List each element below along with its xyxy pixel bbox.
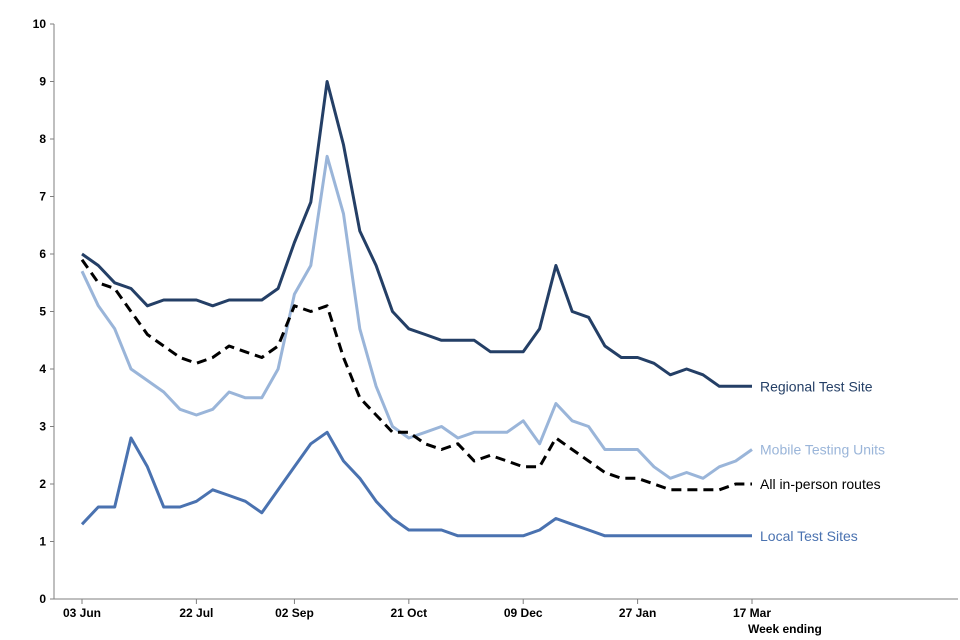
series-label-all-in-person-routes: All in-person routes: [760, 476, 881, 492]
y-tick-label: 9: [39, 75, 46, 89]
series-label-mobile-testing-units: Mobile Testing Units: [760, 442, 885, 458]
x-tick-label: 02 Sep: [275, 606, 314, 620]
x-tick-label: 22 Jul: [179, 606, 213, 620]
y-tick-label: 4: [39, 362, 46, 376]
series-line-all-in-person-routes: [80, 258, 752, 492]
series-label-regional-test-site: Regional Test Site: [760, 378, 873, 394]
x-axis-title: Week ending: [748, 622, 822, 636]
series-line-regional-test-site: [81, 80, 752, 388]
series-line-mobile-testing-units: [80, 154, 753, 480]
series-label-local-test-sites: Local Test Sites: [760, 528, 858, 544]
y-tick-label: 1: [39, 535, 46, 549]
x-tick-label: 03 Jun: [63, 606, 101, 620]
x-tick-label: 21 Oct: [390, 606, 427, 620]
y-tick-label: 2: [39, 477, 46, 491]
x-tick-label: 17 Mar: [733, 606, 771, 620]
y-tick-label: 7: [39, 190, 46, 204]
series-labels: Regional Test Site Mobile Testing Units Al…: [760, 378, 885, 544]
y-tick-label: 0: [39, 592, 46, 606]
axes: 0 1 2 3 4 5 6 7 8 9 10 03 Jun 22 Jul 02 Sep 21 Oct 09 D…: [33, 17, 958, 620]
y-tick-label: 6: [39, 247, 46, 261]
y-tick-label: 5: [39, 305, 46, 319]
series-group: [80, 80, 753, 538]
x-tick-label: 27 Jan: [619, 606, 656, 620]
y-tick-label: 10: [33, 17, 47, 31]
y-tick-label: 8: [39, 132, 46, 146]
x-tick-label: 09 Dec: [504, 606, 543, 620]
series-line-local-test-sites: [80, 430, 752, 538]
y-tick-label: 3: [39, 420, 46, 434]
